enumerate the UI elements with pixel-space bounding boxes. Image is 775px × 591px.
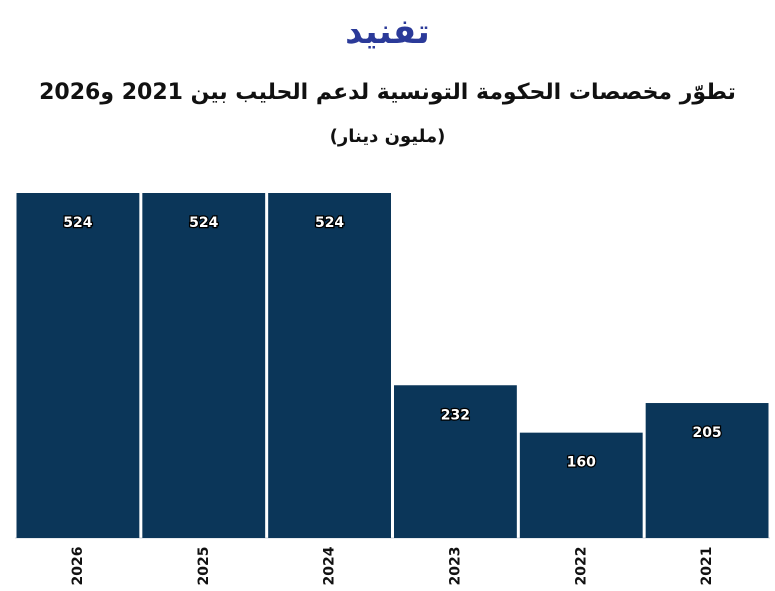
data-label-2022: 160 (567, 455, 596, 471)
chart-subtitle: (مليون دينار) (329, 126, 446, 147)
data-label-2023: 232 (441, 407, 470, 423)
bar-2021 (645, 403, 769, 538)
x-tick-2025: 2025 (196, 547, 212, 586)
x-tick-2026: 2026 (70, 547, 86, 586)
bar-2024 (268, 193, 391, 538)
data-label-2026: 524 (63, 215, 92, 231)
brand-logo: تفنيد (0, 12, 775, 52)
data-label-2025: 524 (189, 215, 218, 231)
chart-title: تطوّر مخصصات الحكومة التونسية لدعم الحلي… (39, 80, 736, 105)
x-tick-2021: 2021 (699, 547, 715, 586)
bar-2022 (519, 432, 643, 538)
x-tick-2022: 2022 (573, 547, 589, 586)
bar-2026 (16, 193, 140, 538)
data-label-2024: 524 (315, 215, 344, 231)
bar-2025 (142, 193, 266, 538)
x-tick-2024: 2024 (322, 546, 338, 585)
bar-2023 (394, 385, 517, 538)
x-tick-2023: 2023 (447, 547, 463, 586)
logo-text: تفنيد (345, 12, 430, 52)
data-label-2021: 205 (692, 425, 721, 441)
